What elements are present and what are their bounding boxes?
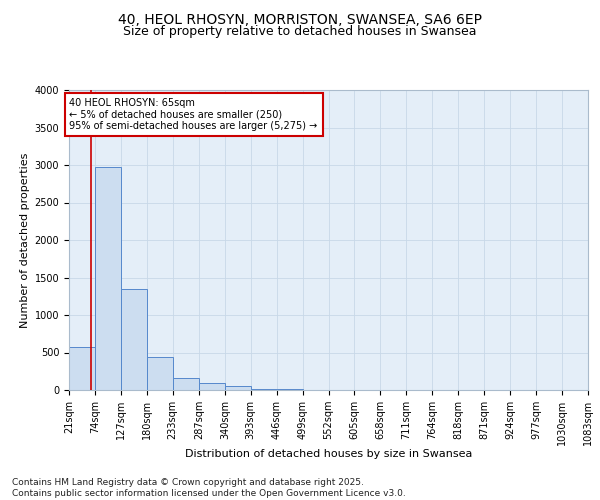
Text: Contains HM Land Registry data © Crown copyright and database right 2025.
Contai: Contains HM Land Registry data © Crown c… (12, 478, 406, 498)
Bar (225, 386, 251, 390)
Bar (173, 378, 199, 390)
Text: 40 HEOL RHOSYN: 65sqm
← 5% of detached houses are smaller (250)
95% of semi-deta: 40 HEOL RHOSYN: 65sqm ← 5% of detached h… (70, 98, 318, 130)
Bar (69, 346, 95, 390)
Bar (95, 166, 121, 390)
X-axis label: Distribution of detached houses by size in Swansea: Distribution of detached houses by size … (185, 449, 472, 459)
Y-axis label: Number of detached properties: Number of detached properties (20, 152, 31, 328)
Text: Size of property relative to detached houses in Swansea: Size of property relative to detached ho… (123, 25, 477, 38)
Bar (147, 357, 173, 390)
Text: 40, HEOL RHOSYN, MORRISTON, SWANSEA, SA6 6EP: 40, HEOL RHOSYN, MORRISTON, SWANSEA, SA6… (118, 12, 482, 26)
Bar (121, 289, 147, 390)
Bar (251, 389, 277, 390)
Bar (199, 383, 225, 390)
